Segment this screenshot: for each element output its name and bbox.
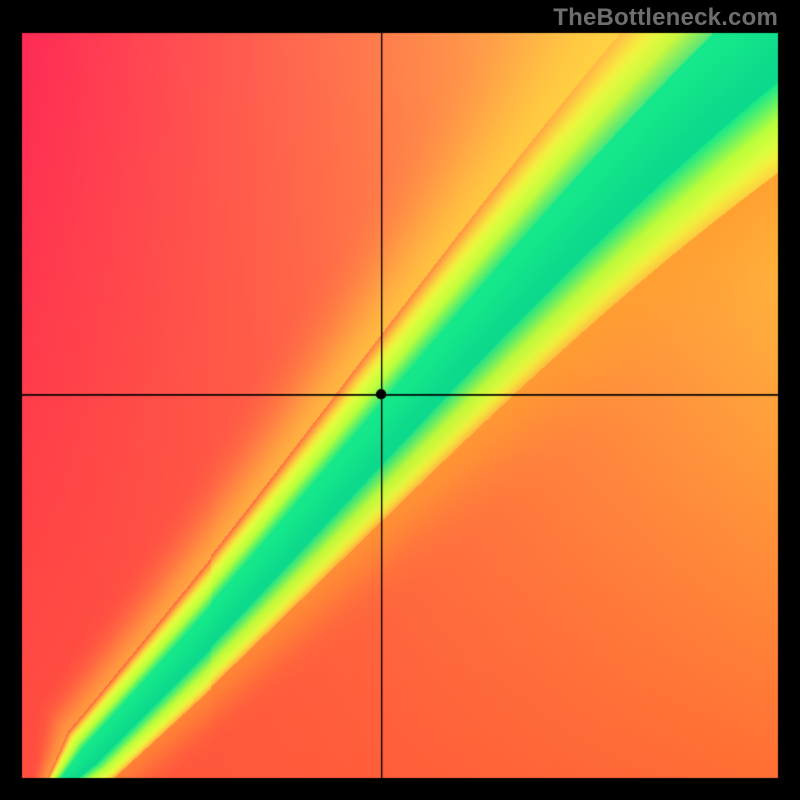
watermark-text: TheBottleneck.com xyxy=(553,4,778,32)
chart-container: TheBottleneck.com xyxy=(0,0,800,800)
heatmap-canvas xyxy=(0,0,800,800)
